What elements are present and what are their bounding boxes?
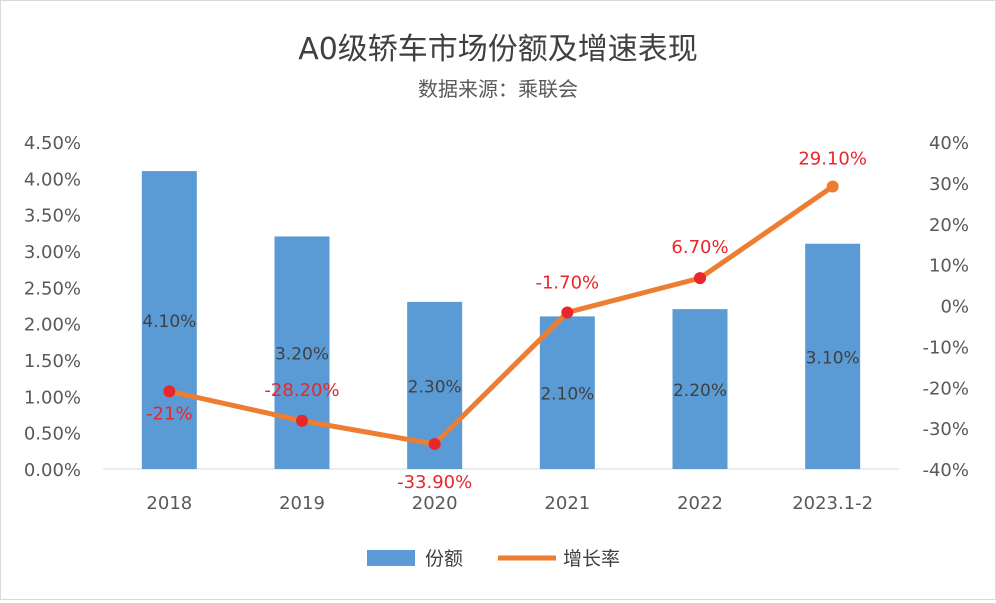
x-tick-label: 2022	[677, 493, 723, 514]
bar-label: 3.10%	[806, 348, 860, 368]
left-tick-label: 3.00%	[24, 242, 81, 263]
growth-line	[166, 184, 836, 447]
bar-data-labels: 4.10% 3.20% 2.30% 2.10% 2.20% 3.10%	[142, 312, 859, 405]
legend-swatch-share	[367, 550, 415, 566]
growth-label: -28.20%	[264, 380, 339, 401]
right-tick-label: 0%	[940, 297, 969, 318]
growth-label: -1.70%	[535, 272, 599, 293]
right-tick-label: -30%	[922, 419, 969, 440]
legend: 份额 增长率	[367, 548, 620, 570]
growth-point	[694, 272, 706, 285]
x-tick-label: 2023.1-2	[792, 493, 873, 514]
growth-label: -21%	[146, 403, 193, 424]
left-tick-label: 2.00%	[24, 315, 81, 336]
bar-label: 2.20%	[673, 381, 727, 401]
left-tick-label: 2.50%	[24, 278, 81, 299]
growth-point	[428, 438, 441, 451]
x-tick-label: 2019	[279, 493, 325, 514]
right-tick-label: 10%	[929, 256, 969, 277]
bar-label: 4.10%	[142, 312, 196, 332]
x-tick-label: 2018	[146, 493, 192, 514]
left-axis: 0.00% 0.50% 1.00% 1.50% 2.00% 2.50% 3.00% 3.50%…	[24, 133, 81, 481]
bar-label: 2.10%	[540, 385, 594, 405]
bar-label: 3.20%	[275, 345, 329, 365]
line-series	[163, 180, 839, 451]
x-tick-label: 2020	[412, 493, 458, 514]
right-tick-label: -20%	[922, 378, 969, 399]
growth-label: 29.10%	[798, 149, 867, 170]
left-tick-label: 1.50%	[24, 351, 81, 372]
x-axis-labels: 2018 2019 2020 2021 2022 2023.1-2	[146, 493, 873, 514]
right-tick-label: -10%	[922, 337, 969, 358]
legend-label-growth: 增长率	[563, 548, 620, 570]
bar	[805, 243, 861, 469]
left-tick-label: 3.50%	[24, 206, 81, 227]
growth-point	[296, 414, 308, 427]
chart-subtitle: 数据来源：乘联会	[418, 77, 578, 101]
x-tick-label: 2021	[544, 493, 590, 514]
bar	[141, 171, 197, 470]
bar-series	[141, 171, 861, 470]
line-data-labels: -21% -28.20% -33.90% -1.70% 6.70% 29.10%	[146, 149, 867, 494]
right-axis: -40% -30% -20% -10% 0% 10% 20% 30% 40%	[922, 133, 969, 481]
growth-point	[561, 306, 574, 319]
right-tick-label: 20%	[929, 215, 969, 236]
right-tick-label: 40%	[929, 133, 969, 154]
chart-title: A0级轿车市场份额及增速表现	[298, 32, 698, 67]
left-tick-label: 4.50%	[24, 133, 81, 154]
bar	[672, 309, 728, 469]
growth-point	[163, 385, 176, 398]
left-tick-label: 0.00%	[24, 460, 81, 481]
right-tick-label: -40%	[922, 460, 969, 481]
left-tick-label: 4.00%	[24, 169, 81, 190]
left-tick-label: 0.50%	[24, 424, 81, 445]
legend-label-share: 份额	[425, 548, 463, 570]
left-tick-label: 1.00%	[24, 387, 81, 408]
bar	[539, 316, 595, 469]
growth-point	[826, 180, 839, 193]
bar-label: 2.30%	[408, 377, 462, 397]
bar	[274, 236, 330, 469]
growth-label: -33.90%	[397, 472, 472, 493]
growth-label: 6.70%	[671, 237, 728, 258]
right-tick-label: 30%	[929, 174, 969, 195]
